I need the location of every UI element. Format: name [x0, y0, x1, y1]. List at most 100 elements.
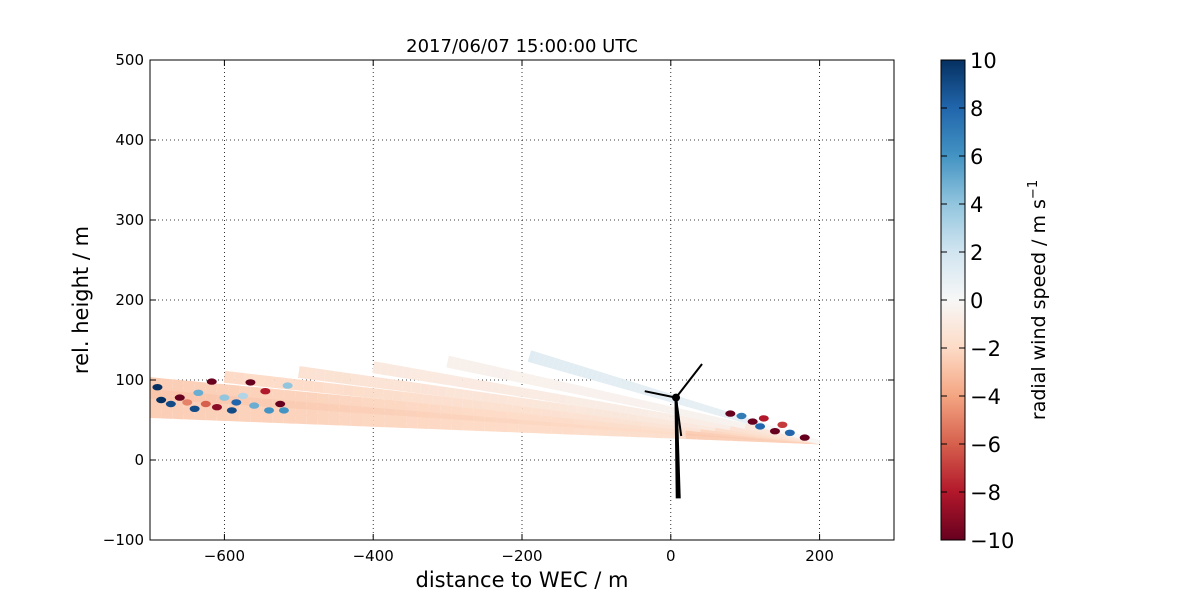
scan-beam-segment [780, 428, 787, 435]
scan-beam-segment [520, 372, 530, 385]
scan-beam-segment [328, 401, 341, 412]
scan-beam-segment [663, 405, 672, 414]
scan-beam-segment [339, 415, 352, 426]
scan-beam-segment [446, 355, 456, 369]
scan-beam-segment [316, 393, 329, 404]
scan-beam-segment [489, 365, 499, 378]
scan-beam-segment [630, 418, 642, 426]
x-tick-label: −200 [501, 547, 542, 565]
colorbar-label: radial wind speed / m s−1 [1026, 180, 1050, 420]
scan-beam-segment [702, 404, 710, 413]
scan-beam-segment [620, 417, 632, 425]
scan-beam-segment [610, 403, 620, 413]
scan-beam-segment [576, 365, 585, 377]
scan-beam-segment [521, 387, 531, 399]
scan-beam-segment [595, 389, 604, 400]
scan-point [799, 434, 810, 441]
scan-beam-segment [417, 419, 430, 429]
scan-beam-segment [529, 421, 541, 430]
scan-beam-segment [473, 412, 486, 422]
scan-beam-segment [481, 401, 493, 411]
scan-beam-segment [238, 394, 251, 406]
scan-beam-segment [150, 377, 162, 391]
scan-beam-segment [496, 367, 505, 379]
scan-beam-segment [591, 413, 602, 422]
scan-beam-segment [551, 393, 560, 403]
scan-beam-segment [171, 379, 184, 392]
scan-beam-segment [439, 404, 452, 415]
scan-beam-segment [570, 384, 579, 395]
scan-beam-segment [439, 420, 452, 430]
scan-beam-segment [458, 358, 468, 372]
scan-beam-segment [506, 395, 517, 406]
wind-turbine-icon [644, 363, 703, 499]
scan-beam-segment [765, 424, 773, 431]
scan-beam-segment [294, 413, 307, 425]
scan-beam-segment [417, 402, 430, 413]
scan-beam-segment [227, 410, 240, 422]
scan-beam-segment [541, 408, 553, 417]
lidar-scan [150, 350, 821, 445]
scan-beam-segment [350, 409, 363, 420]
x-tick-label: −600 [204, 547, 245, 565]
scan-point [189, 405, 200, 412]
scan-beam-segment [454, 388, 465, 399]
turbine-hub [672, 393, 681, 402]
scan-beam-segment [406, 413, 419, 423]
scan-beam-segment [450, 405, 463, 415]
scan-beam-segment [629, 422, 642, 430]
scan-beam-segment [384, 411, 396, 422]
scan-beam-segment [305, 406, 318, 418]
scan-beam-segment [717, 408, 724, 417]
scan-point [206, 378, 217, 385]
scan-beam-segment [737, 425, 746, 433]
scan-beam-segment [689, 421, 699, 429]
scan-beam-segment [491, 402, 503, 412]
scan-beam-segment [227, 393, 240, 405]
scan-beam-segment [650, 420, 662, 428]
scan-beam-segment [741, 416, 748, 424]
scan-beam-segment [379, 362, 390, 376]
scan-beam-segment [595, 400, 605, 410]
y-tick-label: 100 [115, 371, 144, 389]
scan-beam-segment [406, 407, 419, 418]
scan-beam-segment [638, 399, 647, 409]
scan-beam-segment [729, 424, 739, 432]
scan-beam-segment [437, 385, 448, 397]
scan-beam-segment [610, 375, 618, 387]
scan-beam-segment [358, 374, 369, 387]
colorbar-tick-label: 8 [970, 97, 983, 121]
scan-beam-segment [238, 402, 251, 414]
scan-beam-segment [317, 407, 329, 418]
scan-beam-segment [362, 387, 374, 399]
scan-beam-segment [540, 414, 553, 423]
scan-beam-segment [506, 424, 519, 433]
scan-beam-segment [483, 381, 494, 393]
scan-beam-segment [506, 419, 519, 429]
scan-beam-segment [714, 422, 724, 429]
scan-beam-segment [610, 410, 621, 419]
scan-beam-segment [573, 396, 583, 407]
scan-beam-segment [445, 387, 456, 398]
scan-point [282, 382, 293, 389]
scan-beam-segment [565, 395, 575, 406]
scan-beam-segment [483, 364, 493, 377]
scan-beam-segment [618, 404, 627, 414]
colorbar-label-text: radial wind speed / m s [1028, 199, 1050, 420]
scan-beam-segment [502, 368, 511, 381]
turbine-blade [675, 397, 683, 437]
scan-beam-segment [600, 372, 609, 384]
scan-beam-segment [508, 369, 517, 382]
scan-beam-segment [723, 426, 734, 434]
scan-beam-segment [412, 392, 424, 404]
scan-beam-segment [558, 403, 569, 413]
scan-beam-segment [384, 405, 396, 416]
scan-point [193, 389, 204, 396]
scan-beam-segment [738, 422, 746, 429]
scan-beam-segment [422, 394, 434, 405]
scan-beam-segment [571, 411, 582, 420]
colorbar-label-exponent: −1 [1026, 180, 1041, 199]
scan-beam-segment [250, 411, 262, 423]
y-tick-label: 200 [115, 291, 144, 309]
scan-beam-segment [172, 407, 184, 420]
